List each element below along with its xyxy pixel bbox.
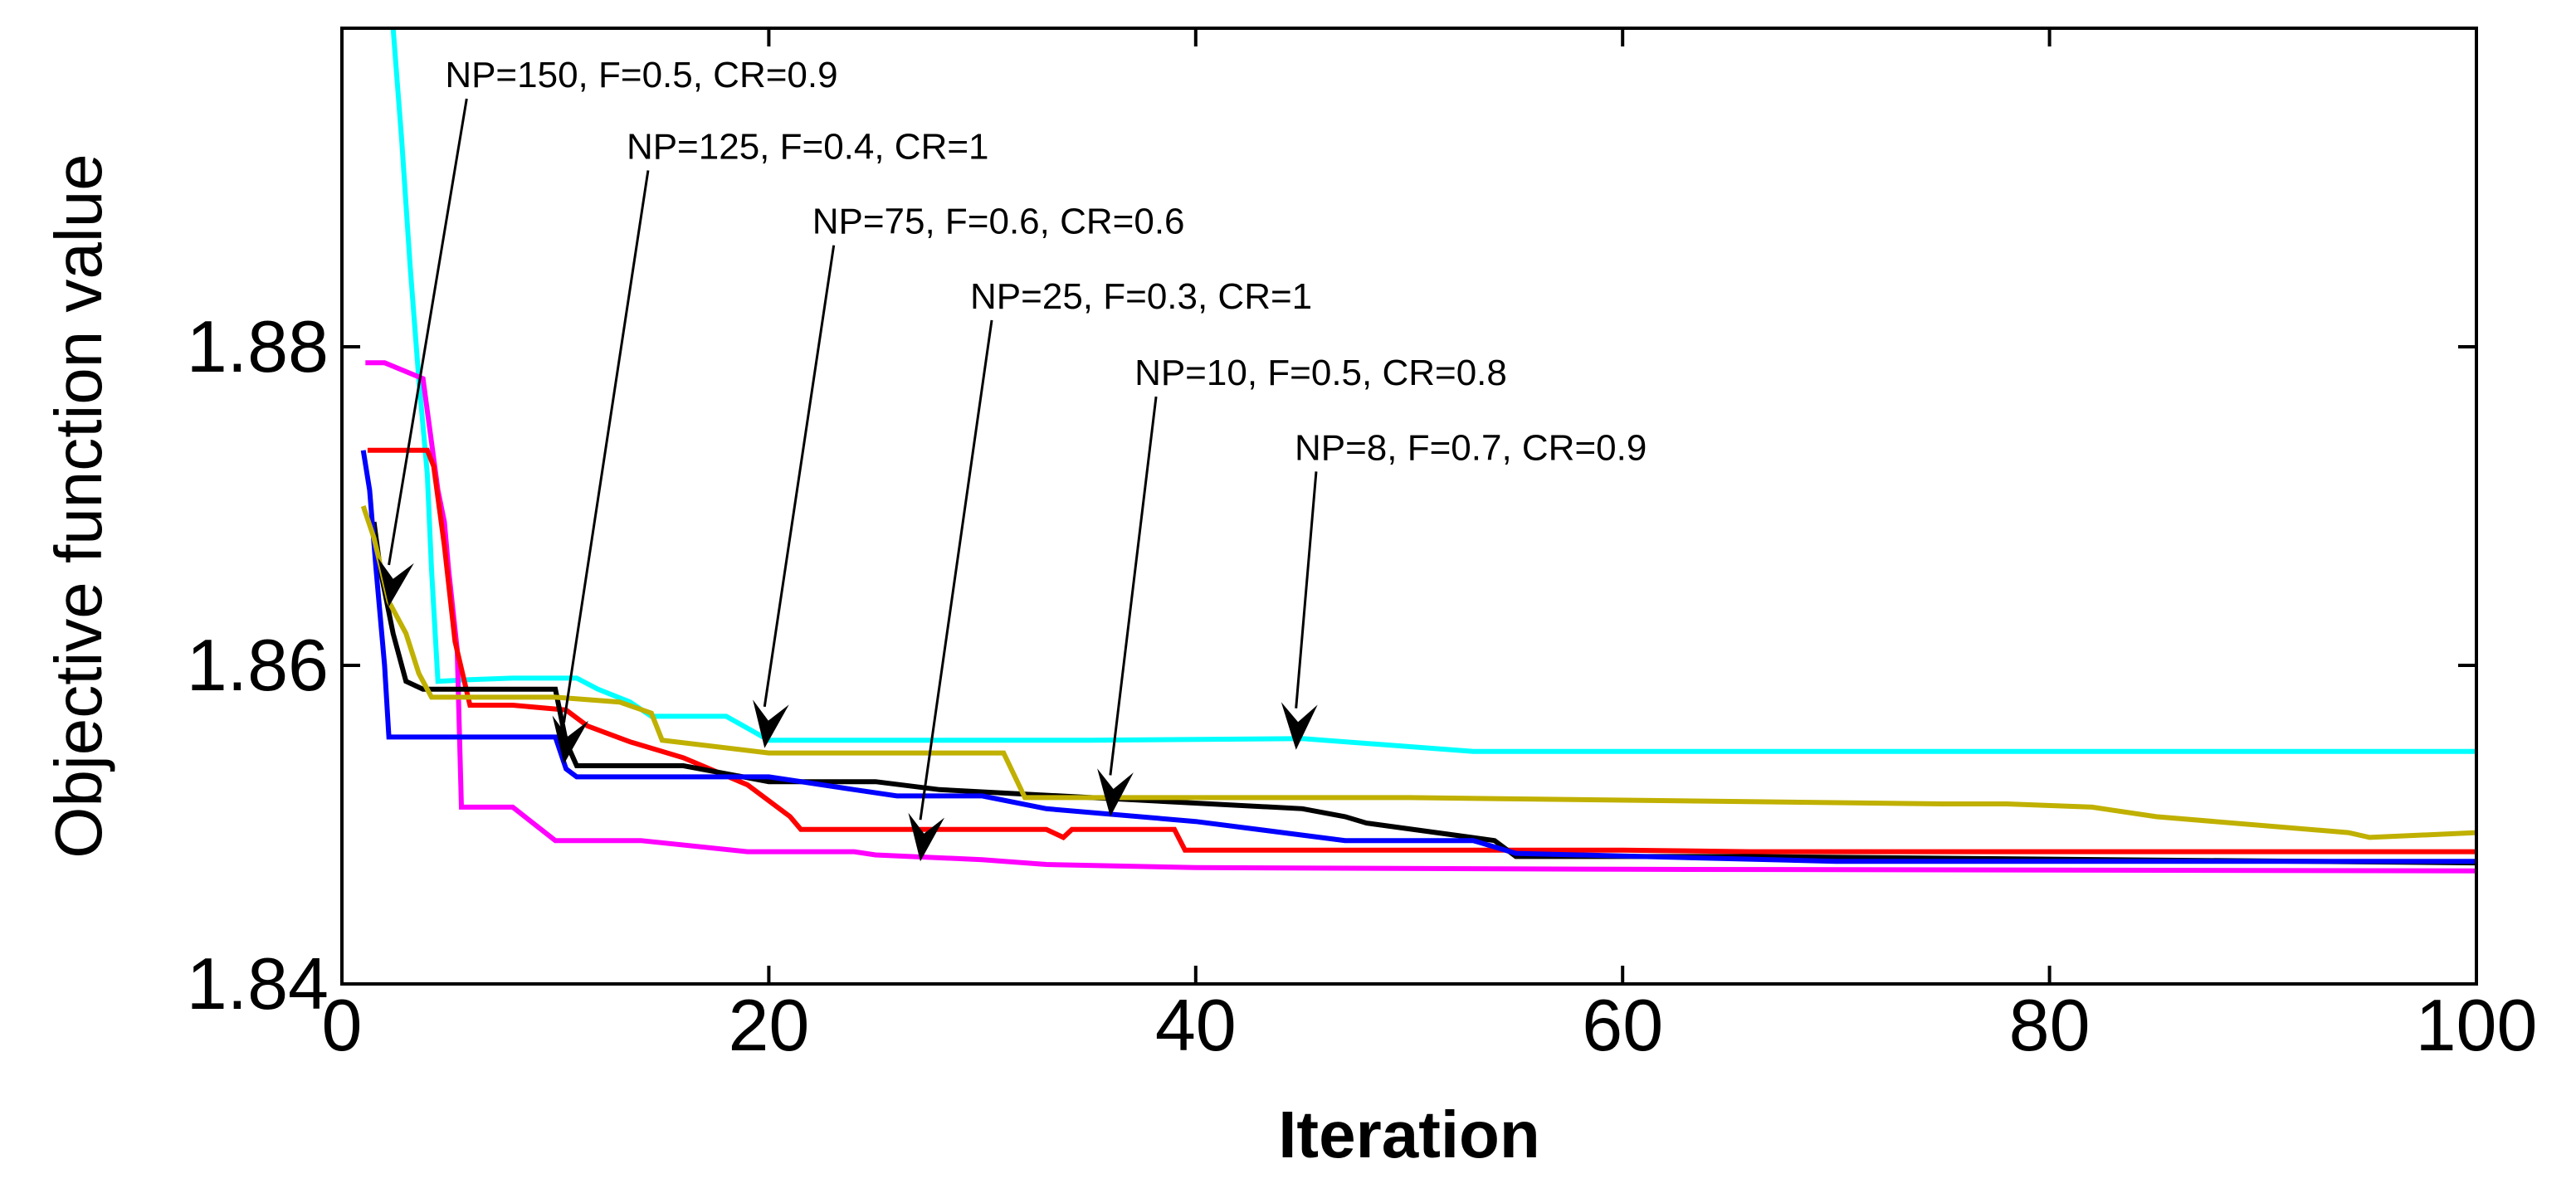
series-line-red (367, 447, 2476, 855)
annotation-arrow-line (1109, 396, 1158, 776)
annotation-label: NP=150, F=0.5, CR=0.9 (445, 55, 837, 95)
annotation-label: NP=25, F=0.3, CR=1 (970, 276, 1312, 317)
annotation-arrowhead (908, 812, 945, 862)
series-line-olive (360, 505, 2476, 840)
annotation-arrowhead (1281, 702, 1318, 750)
annotation-arrow-line (919, 319, 993, 820)
ticks-layer: 0 20 40 60 80 100 1.84 1.86 1.88 (187, 28, 2538, 1066)
annotations-layer: NP=150, F=0.5, CR=0.9 NP=125, F=0.4, CR=1… (378, 55, 1647, 862)
y-tick-label: 1.88 (187, 305, 329, 387)
annotation-label: NP=125, F=0.4, CR=1 (627, 126, 989, 167)
series-line-black (371, 521, 2476, 866)
x-tick-label: 100 (2416, 984, 2538, 1066)
y-tick-label: 1.84 (187, 942, 329, 1025)
annotation-label: NP=10, F=0.5, CR=0.8 (1134, 353, 1507, 393)
annotation-arrowhead (552, 715, 589, 764)
annotation-arrow-line (763, 245, 836, 708)
annotation-arrow-line (388, 98, 468, 566)
annotation-arrow-line (1295, 471, 1318, 708)
plot-area-background (342, 28, 2476, 984)
y-tick-label: 1.86 (187, 624, 329, 706)
x-axis-title: Iteration (1278, 1098, 1540, 1171)
x-tick-label: 60 (1582, 984, 1663, 1066)
annotation-label: NP=8, F=0.7, CR=0.9 (1295, 427, 1647, 468)
annotation-label: NP=75, F=0.6, CR=0.6 (812, 202, 1185, 242)
plot-frame (340, 27, 2478, 986)
annotation-arrowhead (1097, 768, 1134, 817)
x-tick-label: 40 (1155, 984, 1237, 1066)
annotation-arrowhead (753, 699, 789, 748)
annotation-arrowhead (378, 558, 414, 606)
y-axis-title: Objective function value (41, 153, 115, 858)
x-tick-label: 80 (2009, 984, 2091, 1066)
annotation-arrow-line (563, 170, 650, 723)
x-tick-label: 0 (322, 984, 363, 1066)
series-line-blue (360, 450, 2476, 864)
x-tick-label: 20 (728, 984, 809, 1066)
